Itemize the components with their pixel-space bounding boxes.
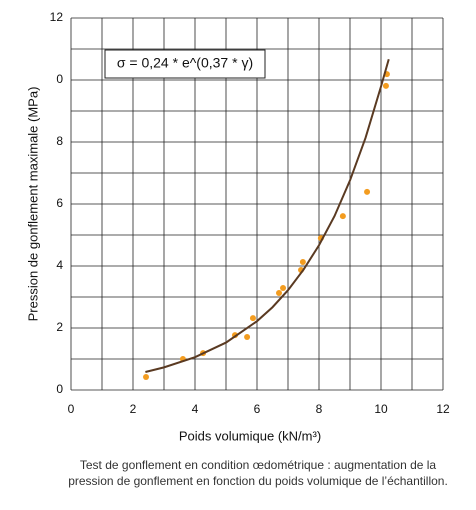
x-tick-label: 4 xyxy=(192,402,199,416)
x-tick-label: 12 xyxy=(436,402,450,416)
annotation: σ = 0,24 * e^(0,37 * γ) xyxy=(117,55,253,71)
data-point xyxy=(339,213,346,220)
data-point xyxy=(143,373,150,380)
caption-line: Test de gonflement en condition œdométri… xyxy=(80,458,437,472)
y-tick-label: 12 xyxy=(50,10,64,24)
fit-curve xyxy=(145,58,390,373)
y-tick-label: 8 xyxy=(56,134,63,148)
data-point xyxy=(276,289,283,296)
data-point xyxy=(382,82,389,89)
x-tick-label: 0 xyxy=(68,402,75,416)
data-point xyxy=(364,188,371,195)
x-tick-label: 10 xyxy=(374,402,388,416)
x-tick-label: 2 xyxy=(130,402,137,416)
data-point xyxy=(249,315,256,322)
x-tick-label: 6 xyxy=(254,402,261,416)
y-tick-label: 0 xyxy=(56,382,63,396)
caption-line: pression de gonflement en fonction du po… xyxy=(68,474,448,488)
x-tick-label: 8 xyxy=(316,402,323,416)
y-tick-label: 4 xyxy=(56,258,63,272)
y-tick-label: 2 xyxy=(56,320,63,334)
y-axis-label: Pression de gonflement maximale (MPa) xyxy=(25,87,40,322)
data-point xyxy=(299,258,306,265)
data-point xyxy=(280,285,287,292)
annotation-box xyxy=(104,49,266,79)
y-tick-label: 0 xyxy=(56,72,63,86)
y-tick-label: 6 xyxy=(56,196,63,210)
x-axis-label: Poids volumique (kN/m³) xyxy=(179,428,321,443)
data-point xyxy=(244,333,251,340)
